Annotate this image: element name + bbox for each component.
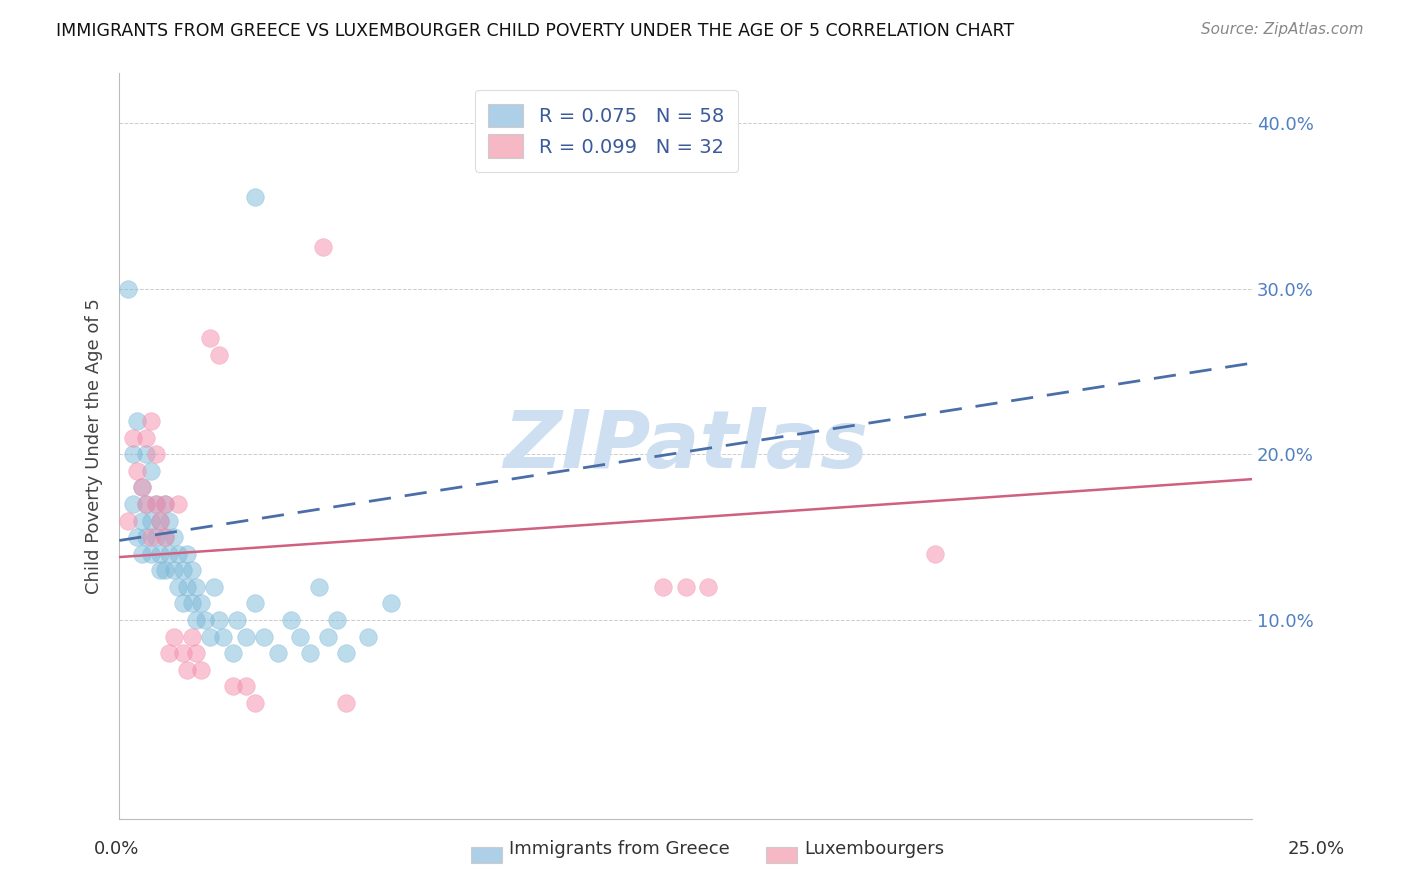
Point <box>245 190 267 204</box>
Point <box>226 613 249 627</box>
Point <box>172 597 194 611</box>
Point <box>153 563 176 577</box>
Point <box>221 646 243 660</box>
Point <box>298 646 321 660</box>
Point <box>157 547 180 561</box>
Point <box>121 447 143 461</box>
Point <box>131 480 153 494</box>
Point <box>204 580 226 594</box>
Point <box>308 580 330 594</box>
Text: 25.0%: 25.0% <box>1288 840 1344 858</box>
Point <box>162 563 184 577</box>
Point <box>380 597 402 611</box>
Point <box>208 613 231 627</box>
Point <box>198 630 221 644</box>
Point <box>290 630 312 644</box>
Point <box>145 530 167 544</box>
Text: IMMIGRANTS FROM GREECE VS LUXEMBOURGER CHILD POVERTY UNDER THE AGE OF 5 CORRELAT: IMMIGRANTS FROM GREECE VS LUXEMBOURGER C… <box>56 22 1014 40</box>
Point <box>245 696 267 710</box>
Point <box>176 580 198 594</box>
Point <box>149 547 172 561</box>
Point <box>172 563 194 577</box>
Point <box>149 514 172 528</box>
Point <box>235 679 257 693</box>
Point <box>190 663 212 677</box>
Point <box>162 630 184 644</box>
Point <box>162 530 184 544</box>
Point <box>139 514 162 528</box>
Point <box>139 464 162 478</box>
Point <box>131 480 153 494</box>
Point <box>145 497 167 511</box>
Text: Luxembourgers: Luxembourgers <box>804 840 945 858</box>
Point <box>212 630 235 644</box>
Point <box>149 563 172 577</box>
Point <box>127 464 149 478</box>
Point <box>117 514 139 528</box>
Point <box>139 547 162 561</box>
Point <box>139 530 162 544</box>
Point <box>149 514 172 528</box>
Point <box>235 630 257 644</box>
Point <box>172 646 194 660</box>
Text: Source: ZipAtlas.com: Source: ZipAtlas.com <box>1201 22 1364 37</box>
Point <box>697 580 720 594</box>
Point <box>186 580 208 594</box>
Point <box>131 514 153 528</box>
Point <box>145 447 167 461</box>
Point <box>153 530 176 544</box>
Point <box>198 331 221 345</box>
Point <box>145 497 167 511</box>
Point <box>127 414 149 428</box>
Point <box>117 281 139 295</box>
Point <box>121 497 143 511</box>
Point <box>253 630 276 644</box>
Text: Immigrants from Greece: Immigrants from Greece <box>509 840 730 858</box>
Point <box>135 447 157 461</box>
Point <box>167 580 190 594</box>
Point <box>652 580 675 594</box>
Legend: R = 0.075   N = 58, R = 0.099   N = 32: R = 0.075 N = 58, R = 0.099 N = 32 <box>475 90 738 171</box>
Point <box>316 630 339 644</box>
Point <box>180 630 202 644</box>
Point <box>157 646 180 660</box>
Point <box>245 597 267 611</box>
Point <box>157 514 180 528</box>
Point <box>135 431 157 445</box>
Point <box>176 547 198 561</box>
Point <box>153 497 176 511</box>
Point <box>924 547 946 561</box>
Point <box>280 613 302 627</box>
Point <box>190 597 212 611</box>
Point <box>167 547 190 561</box>
Point <box>675 580 697 594</box>
Point <box>194 613 217 627</box>
Point <box>208 348 231 362</box>
Point <box>167 497 190 511</box>
Text: ZIPatlas: ZIPatlas <box>503 407 868 485</box>
Y-axis label: Child Poverty Under the Age of 5: Child Poverty Under the Age of 5 <box>86 298 103 594</box>
Point <box>127 530 149 544</box>
Point <box>135 497 157 511</box>
Point <box>153 530 176 544</box>
Point <box>267 646 290 660</box>
Point <box>186 613 208 627</box>
Point <box>131 547 153 561</box>
Point <box>326 613 349 627</box>
Point <box>357 630 380 644</box>
Point <box>335 696 357 710</box>
Point <box>180 563 202 577</box>
Text: 0.0%: 0.0% <box>94 840 139 858</box>
Point <box>176 663 198 677</box>
Point <box>121 431 143 445</box>
Point <box>221 679 243 693</box>
Point <box>153 497 176 511</box>
Point <box>335 646 357 660</box>
Point <box>139 414 162 428</box>
Point <box>135 530 157 544</box>
Point <box>186 646 208 660</box>
Point <box>180 597 202 611</box>
Point <box>135 497 157 511</box>
Point <box>312 240 335 254</box>
